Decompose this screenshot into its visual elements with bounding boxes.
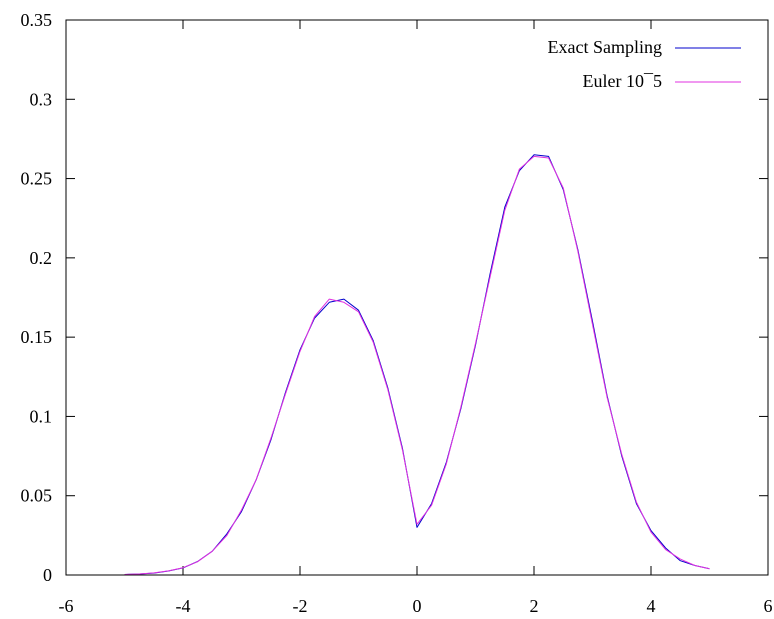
plot-frame xyxy=(65,19,769,576)
series-lines xyxy=(124,154,710,575)
x-tick-label: -2 xyxy=(293,596,308,616)
y-tick-label: 0.35 xyxy=(21,10,53,30)
series-line-euler-10-5 xyxy=(124,155,710,575)
legend-label-exact-sampling: Exact Sampling xyxy=(548,37,662,57)
legend: Exact Sampling Euler 10¯5 xyxy=(548,37,741,91)
x-tick-label: -4 xyxy=(176,596,191,616)
y-tick-label: 0.3 xyxy=(30,89,53,109)
axis-ticks: -6 -4 -2 0 2 4 6 0 0.05 0.1 0.15 0.2 0.25 0.3 0.35 xyxy=(21,10,773,616)
x-tick-label: 2 xyxy=(530,596,539,616)
y-tick-label: 0.25 xyxy=(21,169,53,189)
x-tick-label: 0 xyxy=(413,596,422,616)
y-tick-label: 0.1 xyxy=(30,406,53,426)
y-tick-label: 0 xyxy=(43,565,52,585)
y-tick-label: 0.15 xyxy=(21,327,53,347)
y-tick-label: 0.2 xyxy=(30,248,53,268)
legend-label-euler: Euler 10¯5 xyxy=(583,71,662,91)
series-line-exact-sampling xyxy=(124,154,710,575)
x-tick-label: 4 xyxy=(647,596,656,616)
y-tick-label: 0.05 xyxy=(21,486,53,506)
x-tick-label: 6 xyxy=(764,596,773,616)
x-tick-label: -6 xyxy=(59,596,74,616)
